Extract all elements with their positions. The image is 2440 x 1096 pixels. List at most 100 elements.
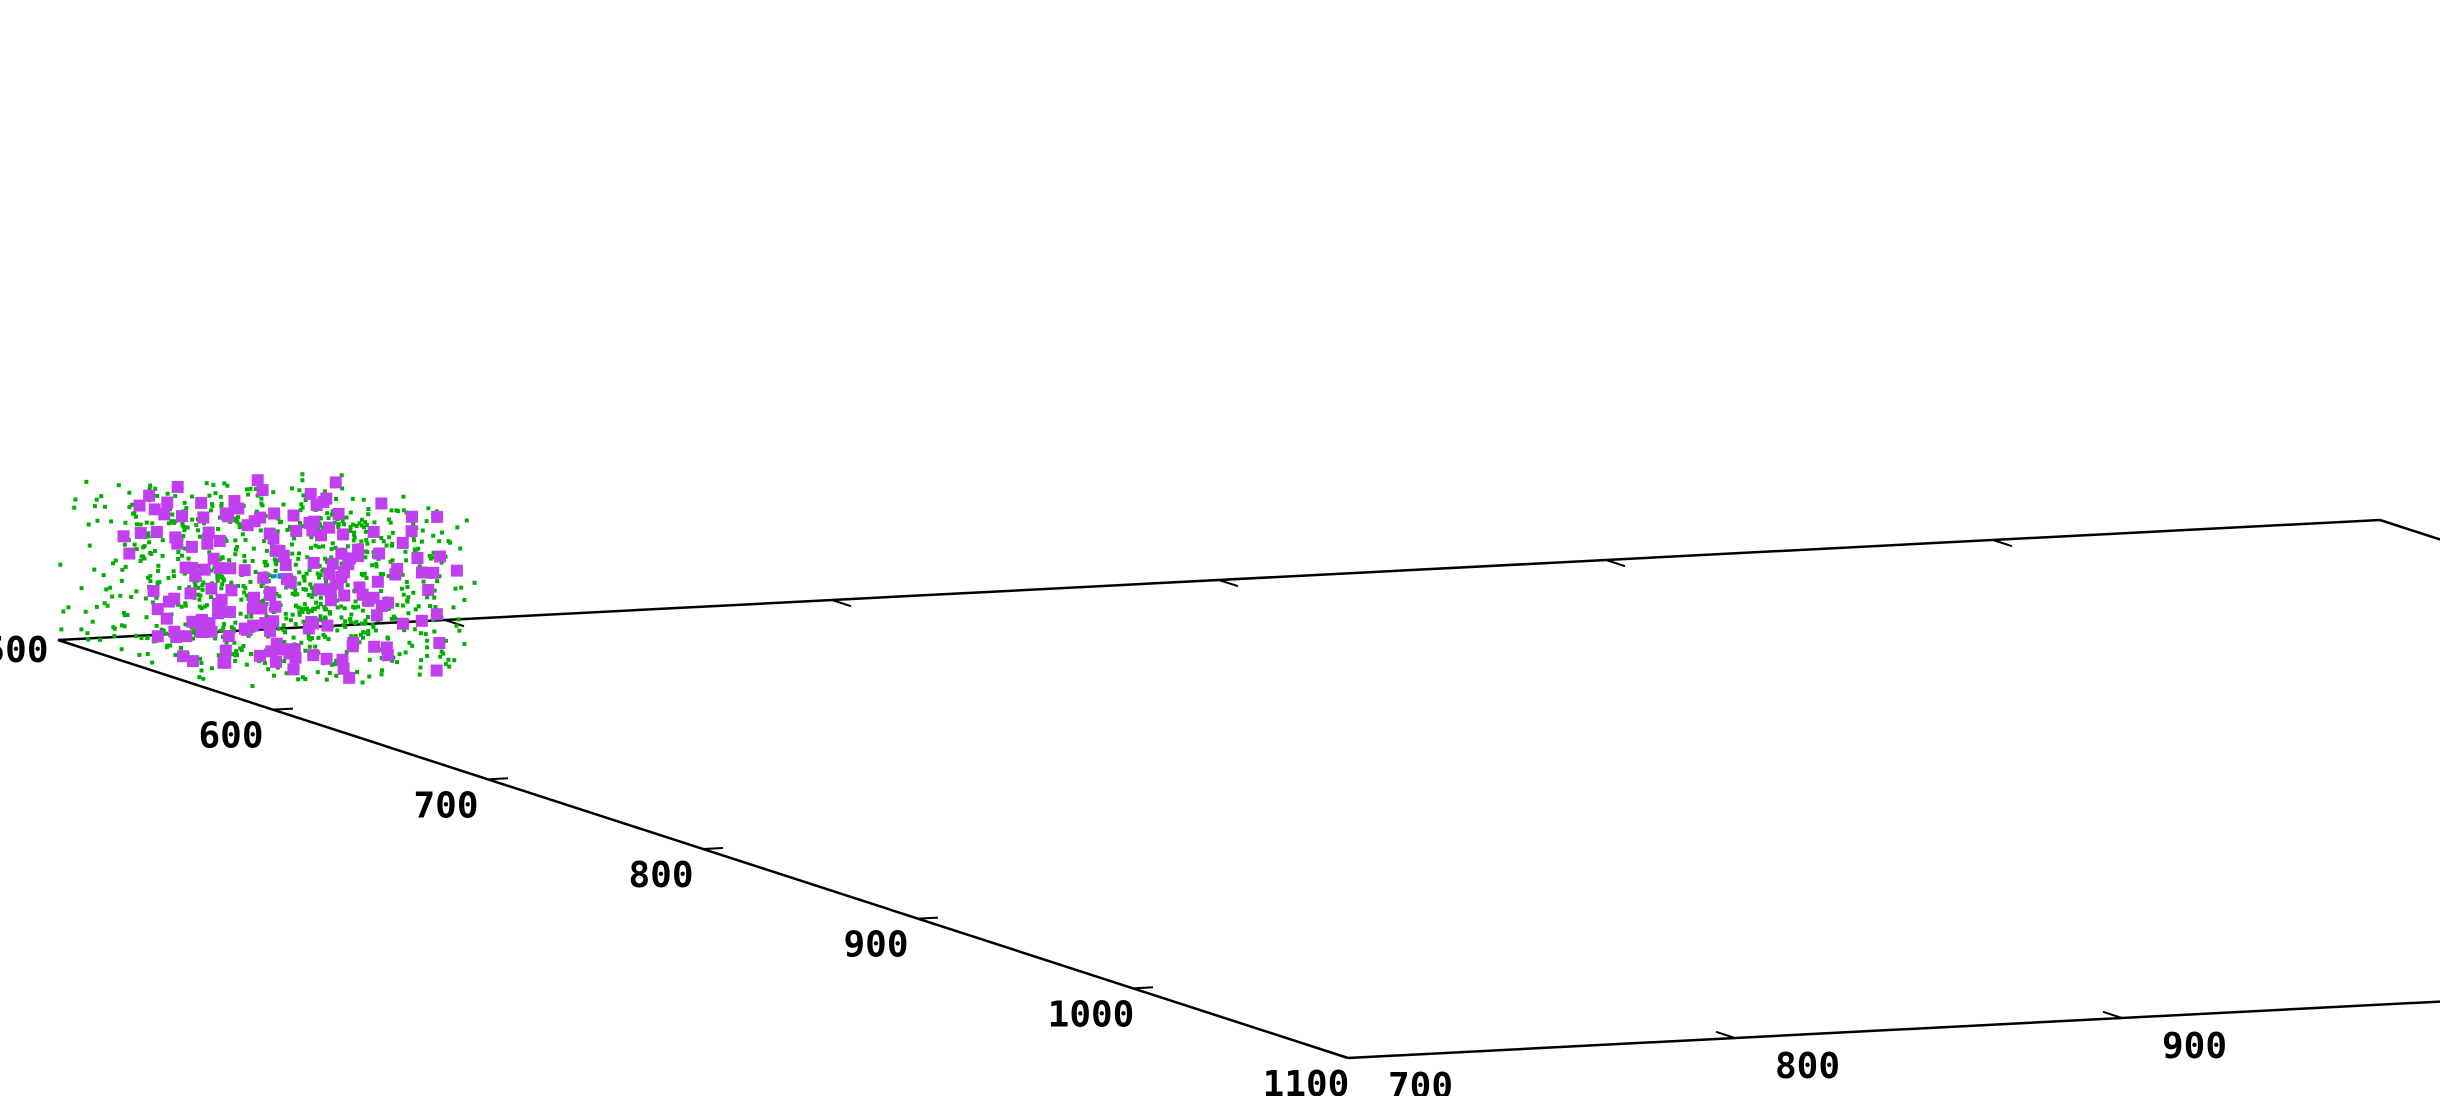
point-dot-series-0	[180, 523, 185, 528]
point-dot-series-0	[258, 599, 263, 604]
point-dot-series-0	[458, 546, 463, 551]
point-dot-series-0	[290, 591, 295, 596]
point-dot-series-0	[419, 539, 424, 544]
point-dot-series-0	[305, 555, 310, 560]
y-tick-back	[1605, 559, 1626, 568]
point-dot-series-0	[301, 586, 306, 591]
point-dot-series-0	[340, 518, 345, 523]
point-dot-series-0	[193, 583, 198, 588]
point-dot-series-0	[181, 534, 186, 539]
point-dot-series-0	[378, 647, 383, 652]
point-dot-series-0	[451, 605, 456, 610]
point-square-series-1	[324, 594, 337, 607]
point-dot-series-0	[391, 614, 396, 619]
x-tick-label: 700	[413, 785, 478, 826]
point-dot-series-0	[150, 521, 155, 526]
x-tick-label: 1100	[1263, 1064, 1350, 1096]
point-dot-series-0	[170, 512, 175, 517]
point-dot-series-0	[233, 552, 238, 557]
point-dot-series-0	[336, 522, 341, 527]
point-dot-series-0	[200, 587, 205, 592]
point-dot-series-0	[379, 672, 384, 677]
point-dot-series-0	[104, 587, 109, 592]
point-square-series-1	[176, 510, 189, 523]
point-dot-series-0	[197, 534, 202, 539]
point-dot-series-0	[397, 652, 402, 657]
point-dot-series-0	[358, 632, 363, 637]
point-dot-series-0	[352, 530, 357, 535]
point-dot-series-0	[173, 519, 178, 524]
point-dot-series-0	[276, 626, 281, 631]
y-tick	[2102, 1010, 2123, 1019]
point-dot-series-0	[143, 596, 148, 601]
point-dot-series-0	[146, 531, 151, 536]
point-square-series-1	[265, 645, 278, 658]
x-tick	[917, 916, 939, 920]
point-dot-series-0	[417, 564, 422, 569]
point-square-series-1	[370, 609, 383, 622]
point-dot-series-0	[301, 493, 306, 498]
point-dot-series-0	[318, 595, 323, 600]
point-dot-series-0	[273, 568, 278, 573]
point-dot-series-0	[262, 538, 267, 543]
point-dot-series-0	[231, 627, 236, 632]
point-dot-series-0	[309, 594, 314, 599]
point-square-series-1	[396, 536, 409, 549]
point-dot-series-0	[380, 668, 385, 673]
point-dot-series-0	[173, 652, 178, 657]
data-points	[58, 472, 477, 689]
point-dot-series-0	[464, 518, 469, 523]
point-dot-series-0	[183, 603, 188, 608]
point-dot-series-0	[432, 588, 437, 593]
point-dot-series-0	[141, 554, 146, 559]
point-square-series-1	[433, 636, 446, 649]
point-dot-series-0	[232, 640, 237, 645]
point-square-series-1	[225, 584, 238, 597]
point-dot-series-0	[329, 662, 334, 667]
point-dot-series-0	[291, 635, 296, 640]
point-dot-series-0	[297, 520, 302, 525]
point-dot-series-0	[119, 578, 124, 583]
point-dot-series-0	[154, 623, 159, 628]
point-dot-series-0	[250, 684, 255, 689]
point-square-series-1	[162, 595, 175, 608]
point-dot-series-0	[365, 550, 370, 555]
point-dot-series-0	[176, 556, 181, 561]
point-dot-series-0	[366, 506, 371, 511]
point-dot-series-0	[234, 544, 239, 549]
point-dot-series-0	[300, 472, 305, 477]
point-square-series-1	[323, 567, 336, 580]
point-dot-series-0	[439, 530, 444, 535]
point-dot-series-0	[350, 496, 355, 501]
point-dot-series-0	[287, 524, 292, 529]
y-tick-label: 700	[1388, 1066, 1453, 1096]
point-dot-series-0	[244, 593, 249, 598]
point-square-series-1	[133, 499, 146, 512]
point-dot-series-0	[180, 521, 185, 526]
point-dot-series-0	[120, 567, 125, 572]
point-square-series-1	[205, 582, 218, 595]
point-dot-series-0	[452, 658, 457, 663]
point-dot-series-0	[318, 573, 323, 578]
point-dot-series-0	[438, 654, 443, 659]
point-dot-series-0	[183, 601, 188, 606]
point-dot-series-0	[155, 493, 160, 498]
point-dot-series-0	[66, 605, 71, 610]
point-dot-series-0	[428, 604, 433, 609]
point-dot-series-0	[132, 542, 137, 547]
point-dot-series-0	[372, 520, 377, 525]
point-dot-series-0	[232, 516, 237, 521]
point-dot-series-0	[185, 525, 190, 530]
point-square-series-1	[189, 569, 202, 582]
point-dot-series-0	[379, 536, 384, 541]
point-dot-series-0	[412, 538, 417, 543]
point-dot-series-0	[235, 519, 240, 524]
point-square-series-1	[356, 588, 369, 601]
point-dot-series-0	[334, 658, 339, 663]
point-dot-series-0	[370, 563, 375, 568]
point-dot-series-0	[102, 504, 107, 509]
point-dot-series-0	[395, 603, 400, 608]
point-dot-series-0	[343, 619, 348, 624]
point-square-series-1	[224, 562, 237, 575]
